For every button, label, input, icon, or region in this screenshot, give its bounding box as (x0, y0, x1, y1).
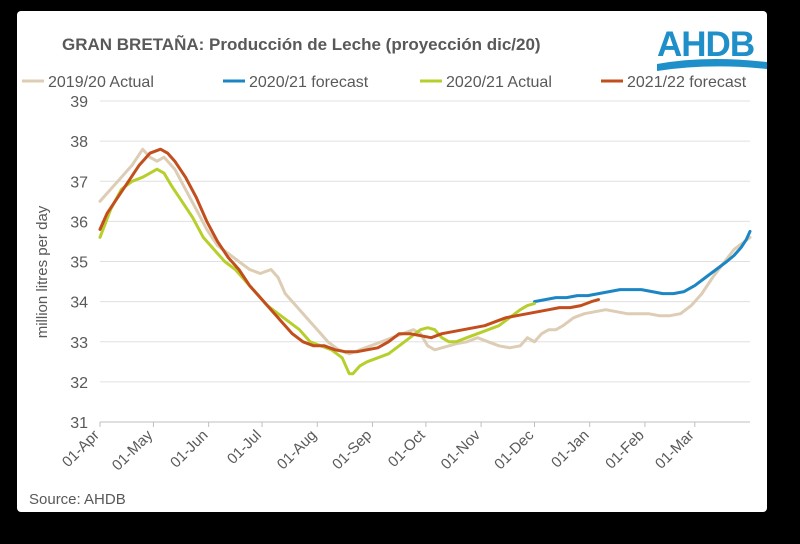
y-tick-label: 31 (70, 415, 88, 432)
ahdb-logo: AHDB (655, 21, 775, 86)
x-tick-label: 01-May (109, 426, 157, 474)
x-axis-ticks: 01-Apr 01-May 01-Jun 01-Jul 01-Aug 01-Sep 01-O… (59, 422, 698, 474)
gridlines (100, 100, 750, 423)
x-tick-label: 01-Apr (59, 427, 103, 471)
legend: 2019/20 Actual 2020/21 forecast 2020/21 Ac… (22, 74, 747, 91)
y-tick-label: 38 (70, 134, 88, 151)
logo-text: AHDB (657, 25, 754, 64)
y-tick-label: 33 (70, 335, 88, 352)
x-tick-label: 01-Nov (438, 426, 485, 473)
x-tick-label: 01-Oct (385, 426, 429, 470)
y-tick-label: 37 (70, 174, 88, 191)
source-note: Source: AHDB (29, 491, 126, 508)
y-tick-label: 35 (70, 255, 88, 272)
x-tick-label: 01-Dec (491, 426, 538, 473)
y-tick-label: 34 (70, 295, 88, 312)
x-tick-label: 01-Jan (548, 427, 592, 471)
x-tick-label: 01-Feb (602, 427, 648, 473)
series-line-0 (98, 147, 752, 356)
legend-label-2: 2020/21 Actual (446, 74, 552, 91)
series-line-1 (533, 229, 752, 304)
x-tick-label: 01-Aug (274, 427, 320, 473)
y-tick-label: 36 (70, 214, 88, 231)
legend-label-1: 2020/21 forecast (249, 74, 369, 91)
legend-label-3: 2021/22 forecast (627, 74, 747, 91)
y-axis-ticks: 31 32 33 34 35 36 37 38 39 (70, 94, 88, 432)
chart-title: GRAN BRETAÑA: Producción de Leche (proye… (62, 35, 541, 54)
line-chart: 2019/20 Actual 2020/21 forecast 2020/21 Ac… (22, 74, 752, 474)
series-lines (98, 147, 752, 376)
series-line-2 (98, 167, 536, 376)
x-tick-label: 01-Jul (224, 427, 265, 468)
chart-card: GRAN BRETAÑA: Producción de Leche (proye… (17, 11, 767, 512)
y-axis-label: million litres per day (34, 205, 51, 338)
x-tick-label: 01-Jun (167, 427, 211, 471)
series-line-3 (98, 147, 601, 354)
y-tick-label: 39 (70, 94, 88, 111)
y-tick-label: 32 (70, 375, 88, 392)
ahdb-logo-graphic: AHDB (657, 25, 767, 71)
logo-swoosh (657, 58, 767, 71)
x-tick-label: 01-Mar (652, 427, 698, 473)
x-tick-label: 01-Sep (329, 427, 375, 473)
legend-label-0: 2019/20 Actual (48, 74, 154, 91)
